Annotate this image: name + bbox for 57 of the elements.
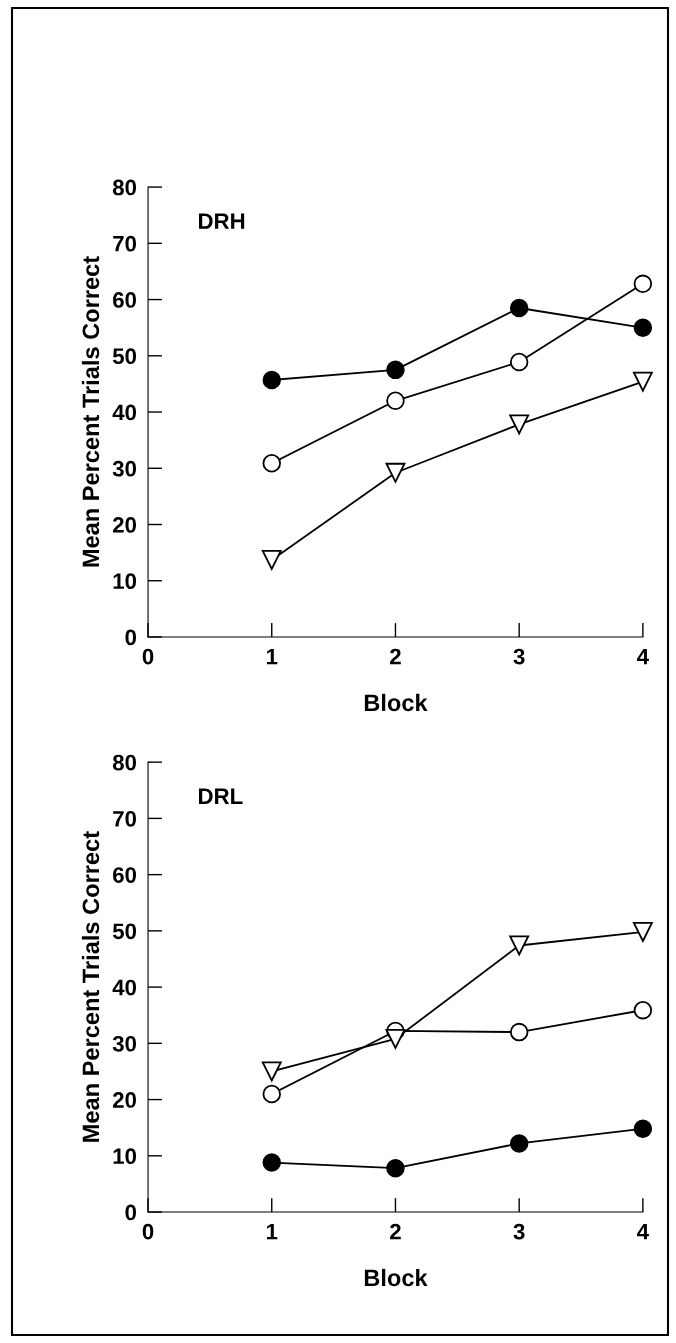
point: [509, 1022, 529, 1042]
y-tick-label: 60: [113, 292, 137, 308]
point: [262, 1084, 281, 1104]
y-tick-label: 0: [125, 629, 137, 646]
point: [509, 414, 530, 435]
point: [509, 935, 530, 956]
y-tick-label: 0: [125, 1204, 137, 1221]
x-tick-label: 2: [390, 648, 401, 665]
point: [385, 462, 406, 483]
y-tick-label: 10: [113, 573, 137, 590]
y-tick-label: 20: [112, 517, 137, 533]
point: [386, 360, 405, 380]
x-axis-title: Block: [364, 693, 428, 712]
text: DRH: [199, 213, 245, 229]
y-tick-label: 80: [112, 179, 137, 196]
point: [632, 922, 653, 942]
y-tick-label: 70: [113, 810, 137, 827]
x-tick-label: 0: [142, 648, 154, 665]
point: [633, 1000, 653, 1020]
x-tick-label: 1: [266, 1223, 278, 1240]
point: [262, 453, 281, 473]
text: DRL: [199, 788, 243, 804]
point: [262, 370, 281, 390]
y-axis-title: Mean Percent Trials Correct: [81, 831, 100, 1142]
y-tick-label: 30: [112, 460, 137, 477]
y-tick-label: 30: [112, 1035, 137, 1052]
point: [262, 1153, 281, 1172]
point: [386, 1158, 405, 1178]
point: [261, 1061, 282, 1082]
point: [633, 318, 653, 337]
point: [509, 298, 529, 318]
x-tick-label: 1: [266, 648, 278, 665]
point: [633, 274, 653, 294]
y-tick-label: 50: [112, 348, 137, 365]
y-tick-label: 40: [112, 979, 137, 996]
point: [632, 371, 653, 392]
y-tick-label: 50: [112, 923, 137, 940]
point: [385, 1028, 406, 1049]
point: [509, 1134, 529, 1153]
y-tick-label: 60: [113, 867, 137, 883]
y-tick-label: 20: [112, 1092, 137, 1108]
x-tick-label: 0: [142, 1223, 154, 1240]
point: [261, 550, 282, 570]
x-tick-label: 4: [637, 648, 649, 665]
y-axis-title: Mean Percent Trials Correct: [81, 256, 100, 567]
point: [386, 391, 405, 411]
y-tick-label: 10: [113, 1148, 137, 1165]
point: [509, 352, 529, 372]
y-tick-label: 80: [112, 754, 137, 771]
x-tick-label: 3: [513, 1223, 525, 1240]
x-tick-label: 3: [513, 648, 525, 665]
x-tick-label: 2: [390, 1223, 401, 1240]
x-tick-label: 4: [637, 1223, 649, 1240]
y-tick-label: 40: [112, 404, 137, 421]
x-axis-title: Block: [364, 1268, 428, 1287]
point: [633, 1119, 653, 1139]
y-tick-label: 70: [113, 235, 137, 252]
